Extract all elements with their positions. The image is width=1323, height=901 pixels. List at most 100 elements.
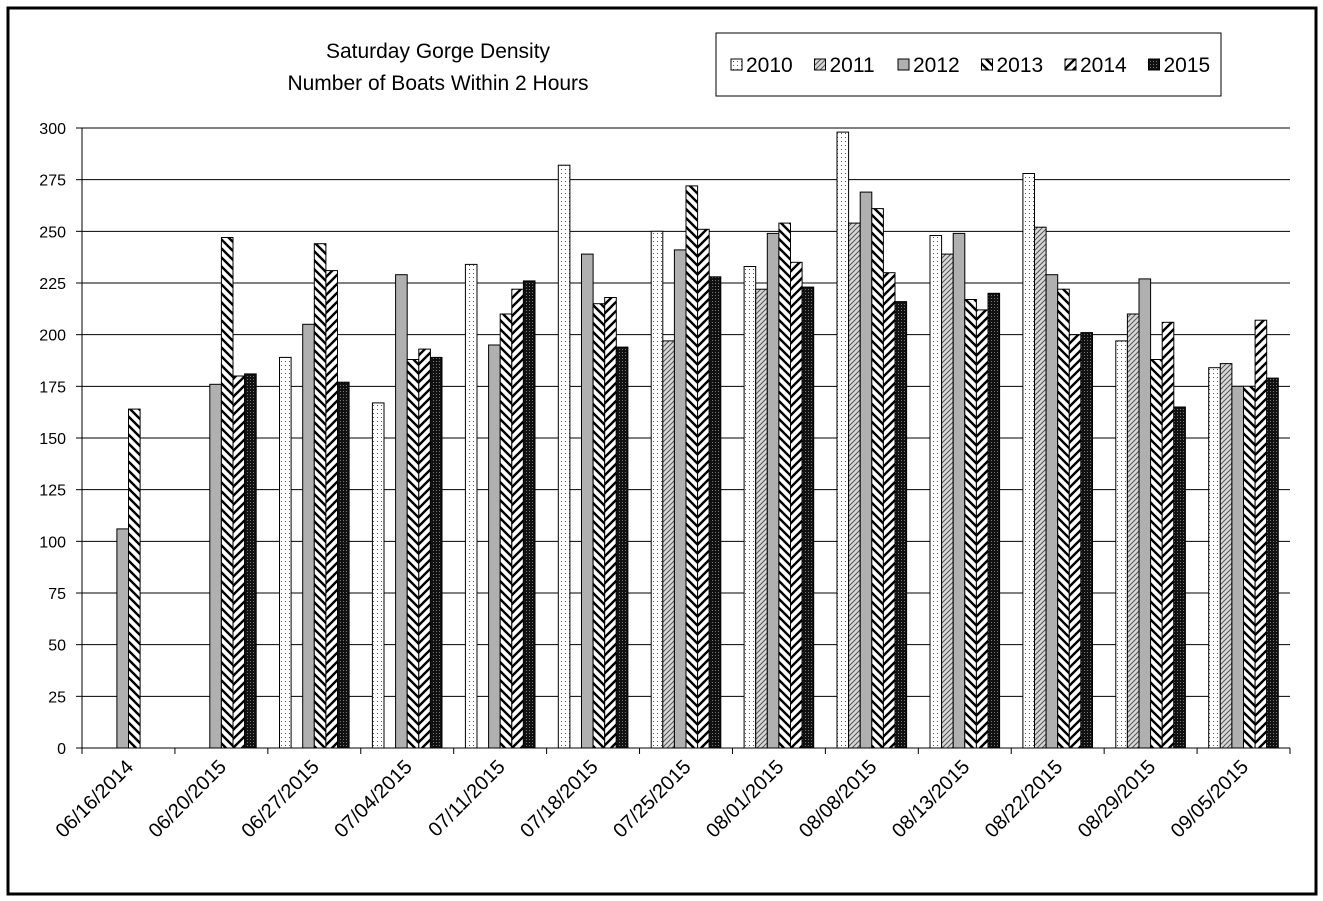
legend-swatch-2011 [814,58,826,71]
legend-swatch-2015 [1148,58,1160,71]
bar-2012-7 [766,232,780,749]
bar-2011-7 [755,288,768,749]
bar-2010-10 [1022,173,1036,749]
bar-2012-3 [395,274,408,749]
bar-2010-3 [371,402,385,749]
y-tick-label: 25 [48,689,66,706]
bar-2012-11 [1138,278,1152,749]
bar-2011-12 [1219,363,1233,749]
bar-2010-8 [836,131,850,749]
bar-2011-6 [662,340,675,749]
y-tick-label: 0 [57,741,66,758]
legend-swatch-2013 [981,58,993,71]
bar-2014-4 [511,288,524,749]
bar-2012-12 [1231,385,1245,749]
bar-2014-11 [1161,321,1175,749]
bar-2015-2 [337,381,350,749]
legend-label-2015: 2015 [1164,54,1211,77]
y-tick-label: 50 [48,638,66,655]
y-tick-label: 275 [39,173,66,190]
bar-2013-5 [592,303,606,749]
bar-2013-3 [406,359,420,749]
bar-2015-9 [987,292,1001,749]
bar-2013-12 [1243,385,1256,749]
legend-swatch-2012 [897,58,910,71]
legend-label-2014: 2014 [1080,54,1127,77]
bar-2014-5 [604,297,617,749]
y-tick-label: 100 [39,534,66,551]
bar-2012-9 [952,232,966,749]
legend-label-2010: 2010 [746,54,793,77]
bar-2013-2 [313,243,327,749]
legend-label-2011: 2011 [830,54,875,77]
bar-2010-4 [464,263,478,749]
bar-2015-5 [615,346,629,749]
bar-2013-1 [220,237,234,749]
y-tick-label: 300 [39,121,66,138]
bar-2010-5 [557,164,571,749]
bar-2014-10 [1068,334,1082,749]
bar-2015-4 [522,280,536,749]
chart-subtitle: Number of Boats Within 2 Hours [287,72,588,95]
legend-label-2013: 2013 [997,54,1044,77]
bar-2015-10 [1080,332,1094,749]
bar-2015-11 [1173,406,1186,749]
bar-2014-6 [697,228,710,749]
y-tick-label: 250 [39,224,66,241]
y-tick-label: 200 [39,328,66,345]
bar-2012-8 [859,191,873,749]
bar-2015-3 [429,356,443,749]
bar-2014-12 [1254,319,1268,749]
bar-2012-4 [488,344,501,749]
bar-2015-1 [244,373,257,749]
bar-2013-7 [778,222,792,749]
y-axis-ticks: 0 25 50 75 100 125 150 175 200 225 250 275 300 [39,121,82,758]
bar-2014-3 [418,348,431,749]
bar-2012-2 [302,323,315,749]
legend-swatch-2010 [730,58,743,71]
legend: 2010 2011 2012 2013 2014 2015 [715,32,1222,97]
bar-2015-6 [708,276,722,749]
bar-2011-11 [1126,313,1140,749]
bar-2013-0 [128,408,141,749]
bar-2010-6 [650,230,664,749]
bar-2012-0 [116,528,130,749]
bar-2013-10 [1057,288,1070,749]
bar-2013-11 [1150,359,1163,749]
bar-2010-12 [1208,367,1221,749]
bar-2010-9 [929,235,943,749]
y-tick-label: 150 [39,431,66,448]
bar-2013-6 [685,185,699,749]
bar-2011-9 [941,253,954,749]
y-tick-label: 175 [39,379,66,396]
bars [116,131,1279,749]
y-tick-label: 75 [48,586,66,603]
bar-2014-2 [325,270,338,749]
bar-2015-7 [801,286,815,749]
bar-2014-8 [882,272,896,749]
chart-title: Saturday Gorge Density [326,40,551,63]
bar-2011-8 [848,222,861,749]
bar-2012-10 [1045,274,1059,749]
legend-label-2012: 2012 [913,54,960,77]
bar-2013-9 [964,299,977,749]
bar-2010-11 [1115,340,1128,749]
bar-2012-1 [209,383,222,749]
bar-2012-5 [581,253,594,749]
bar-2012-6 [673,249,687,749]
bar-2013-8 [871,208,884,749]
bar-2015-12 [1266,377,1279,749]
y-tick-label: 225 [39,276,66,293]
bar-2010-2 [279,356,292,749]
bar-2014-1 [232,375,246,749]
bar-2011-10 [1034,226,1047,749]
bar-2015-8 [894,301,908,749]
legend-box [715,32,1222,97]
bar-2013-4 [499,313,513,749]
legend-swatch-2014 [1064,58,1077,71]
bar-2010-7 [743,266,757,749]
y-tick-label: 125 [39,483,66,500]
bar-2014-7 [790,261,803,749]
